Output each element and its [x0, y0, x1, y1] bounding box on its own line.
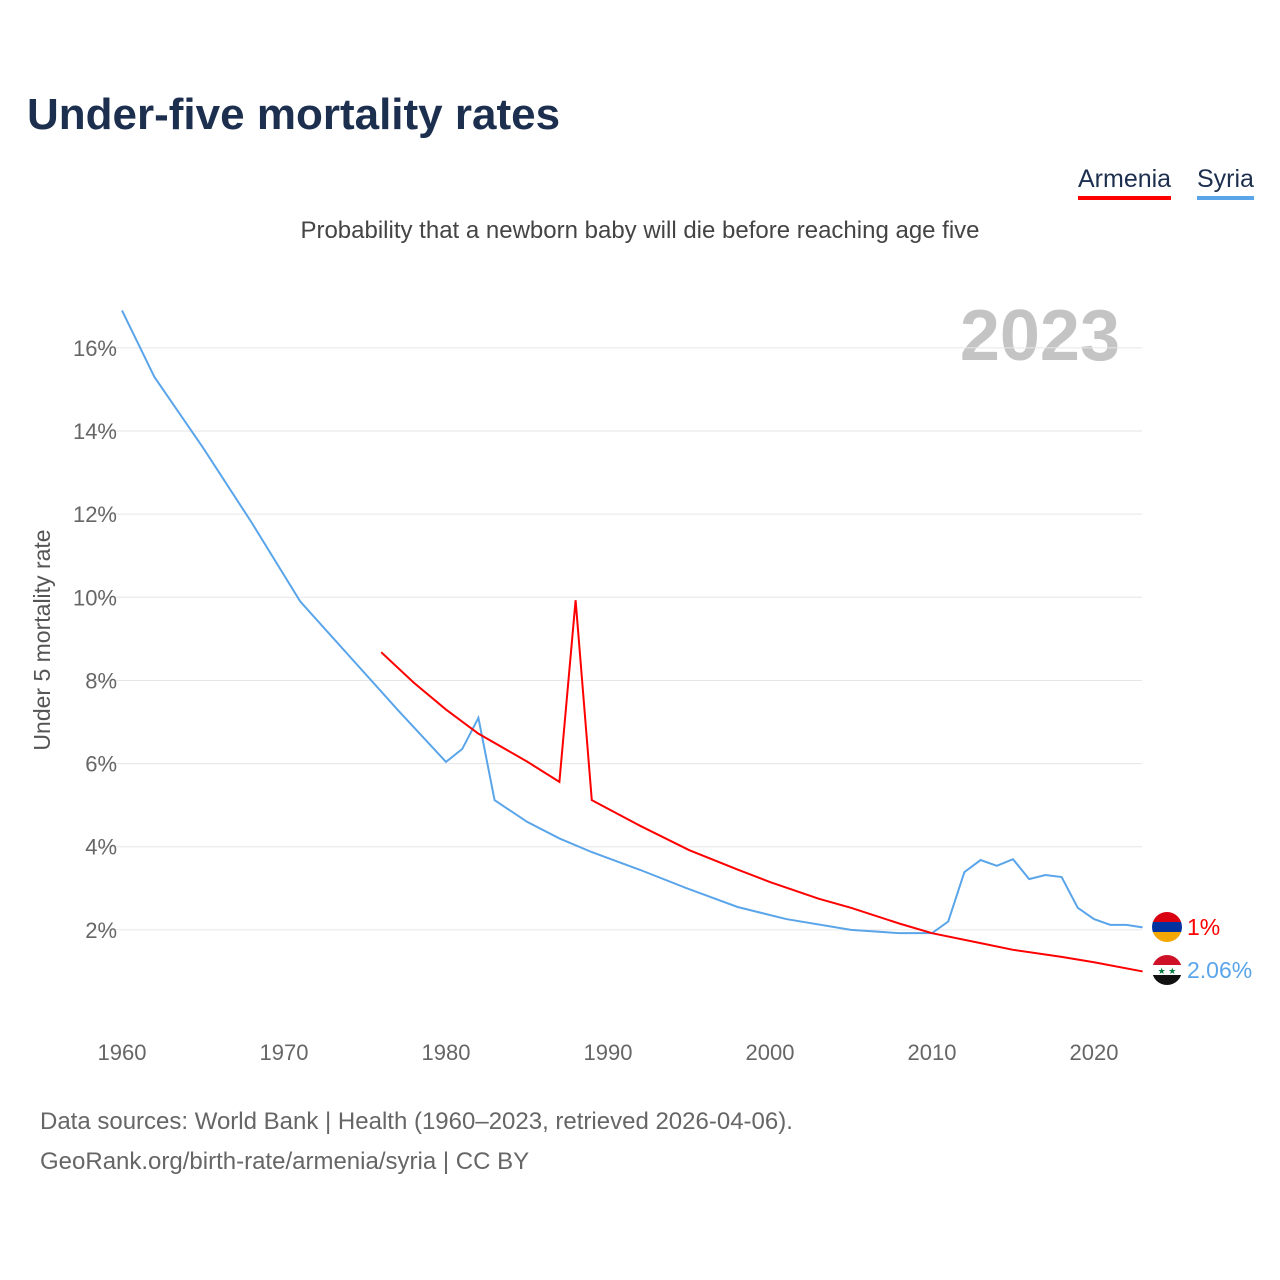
- legend-syria[interactable]: Syria: [1197, 165, 1254, 200]
- y-tick-label: 14%: [73, 419, 117, 444]
- chart-title: Under-five mortality rates: [27, 90, 561, 139]
- y-tick-label: 12%: [73, 502, 117, 527]
- footer-link[interactable]: GeoRank.org/birth-rate/armenia/syria | C…: [40, 1148, 530, 1175]
- series-line-syria: [121, 310, 1143, 935]
- flag-stripe: [1152, 932, 1182, 942]
- flag-stripe: [1152, 922, 1182, 932]
- x-tick-label: 2000: [746, 1040, 795, 1065]
- flag-stripe: [1152, 975, 1182, 985]
- legend-armenia[interactable]: Armenia: [1078, 165, 1172, 200]
- flag-syria-icon: ★ ★: [1152, 955, 1182, 985]
- x-tick-label: 1990: [584, 1040, 633, 1065]
- series-line-armenia: [380, 600, 1143, 973]
- y-tick-label: 6%: [85, 752, 117, 777]
- y-tick-label: 4%: [85, 835, 117, 860]
- y-tick-label: 16%: [73, 336, 117, 361]
- flag-stars: ★ ★: [1158, 966, 1177, 976]
- end-label-syria: 2.06%: [1187, 957, 1252, 983]
- y-tick-label: 8%: [85, 668, 117, 693]
- flag-stripe: [1152, 955, 1182, 965]
- y-tick-label: 2%: [85, 918, 117, 943]
- flag-stripe: [1152, 965, 1182, 975]
- y-axis-label: Under 5 mortality rate: [29, 529, 55, 750]
- x-tick-label: 2020: [1070, 1040, 1119, 1065]
- flag-stripe: [1152, 912, 1182, 922]
- y-tick-label: 10%: [73, 585, 117, 610]
- flag-armenia-icon: [1152, 912, 1182, 942]
- chart-subtitle: Probability that a newborn baby will die…: [300, 217, 980, 244]
- x-tick-label: 1980: [422, 1040, 471, 1065]
- year-watermark: 2023: [960, 296, 1120, 376]
- x-tick-label: 2010: [908, 1040, 957, 1065]
- footer-sources: Data sources: World Bank | Health (1960–…: [40, 1108, 793, 1135]
- x-tick-label: 1970: [260, 1040, 309, 1065]
- end-label-armenia: 1%: [1187, 914, 1220, 940]
- x-tick-label: 1960: [98, 1040, 147, 1065]
